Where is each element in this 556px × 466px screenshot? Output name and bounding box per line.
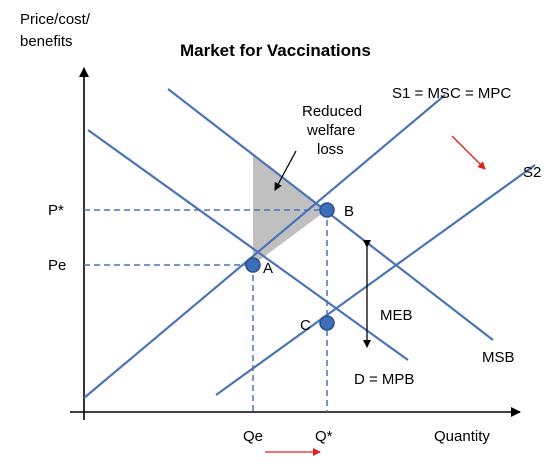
point-b-label: B [344, 203, 354, 220]
demand-curve [87, 129, 409, 361]
chart-title: Market for Vaccinations [180, 41, 371, 60]
point-a-label: A [263, 260, 273, 277]
q-star-label: Q* [315, 428, 333, 445]
y-axis-label-line2: benefits [20, 33, 73, 50]
s1-curve [83, 94, 446, 399]
x-axis-label: Quantity [434, 428, 490, 445]
s2-curve [215, 164, 536, 396]
p-star-label: P* [48, 202, 64, 219]
welfare-label-line3: loss [317, 141, 344, 158]
point-c-marker [319, 315, 335, 331]
s1-label: S1 = MSC = MPC [392, 85, 511, 102]
point-c-label: C [300, 317, 311, 334]
welfare-label-line1: Reduced [302, 103, 362, 120]
d-label: D = MPB [354, 371, 414, 388]
msb-label: MSB [482, 349, 515, 366]
welfare-pointer-arrow [274, 150, 297, 191]
s2-label: S2 [523, 164, 541, 181]
point-b-marker [319, 202, 335, 218]
point-a-marker [245, 257, 261, 273]
y-axis-label-line1: Price/cost/ [20, 11, 91, 28]
supply-shift-arrow [451, 135, 486, 170]
meb-label: MEB [380, 307, 413, 324]
welfare-label-line2: welfare [306, 122, 355, 139]
pe-label: Pe [48, 257, 66, 274]
qe-label: Qe [243, 428, 263, 445]
